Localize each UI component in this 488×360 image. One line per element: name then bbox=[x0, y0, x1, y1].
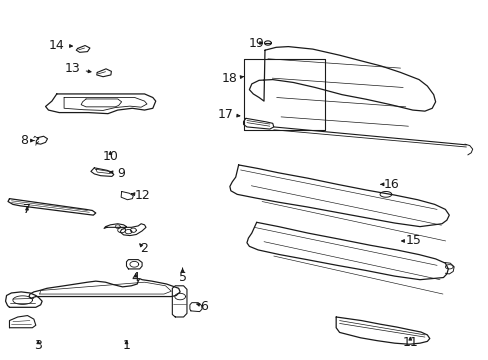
Text: 1: 1 bbox=[122, 339, 130, 352]
Text: 15: 15 bbox=[401, 234, 421, 247]
Text: 2: 2 bbox=[140, 242, 147, 255]
Text: 17: 17 bbox=[218, 108, 239, 121]
Text: 13: 13 bbox=[65, 62, 91, 75]
Text: 12: 12 bbox=[131, 189, 150, 202]
Text: 10: 10 bbox=[102, 150, 118, 163]
Text: 6: 6 bbox=[196, 300, 208, 313]
Text: 14: 14 bbox=[49, 39, 72, 52]
Text: 19: 19 bbox=[248, 36, 264, 50]
Text: 18: 18 bbox=[222, 72, 243, 85]
Text: 9: 9 bbox=[110, 167, 125, 180]
Text: 7: 7 bbox=[23, 203, 31, 216]
Text: 5: 5 bbox=[178, 268, 186, 284]
Text: 16: 16 bbox=[380, 178, 399, 191]
Text: 8: 8 bbox=[20, 134, 34, 147]
Text: 3: 3 bbox=[34, 339, 42, 352]
Text: 4: 4 bbox=[132, 271, 140, 284]
Text: 11: 11 bbox=[402, 336, 417, 348]
